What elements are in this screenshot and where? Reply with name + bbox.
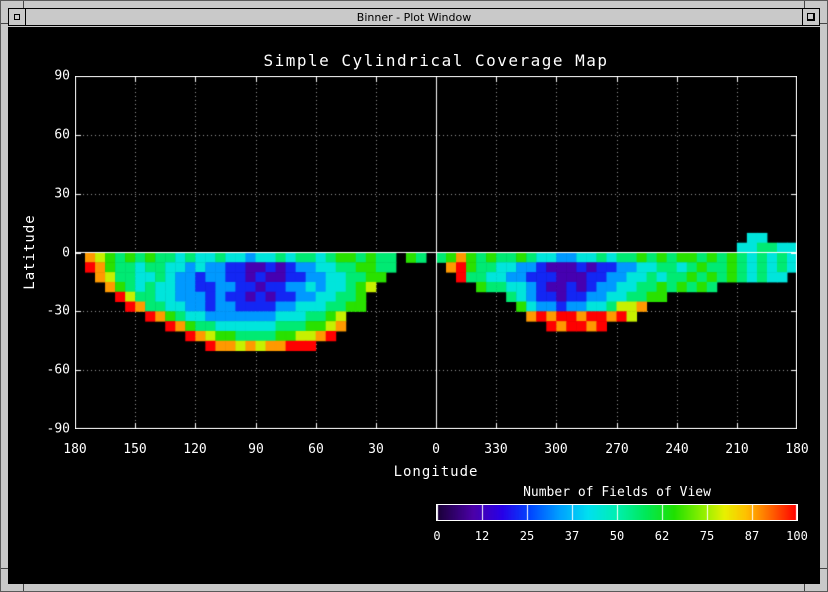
colorbar-tick-label: 62 (655, 529, 669, 543)
x-tick-label: 0 (432, 442, 440, 457)
window-title: Binner - Plot Window (25, 8, 803, 26)
window-titlebar[interactable]: Binner - Plot Window (8, 8, 820, 26)
x-tick-label: 120 (183, 442, 206, 457)
resize-handle[interactable] (23, 584, 24, 591)
window-resize-icon (807, 13, 815, 21)
x-tick-label: 330 (484, 442, 507, 457)
x-tick-label: 270 (605, 442, 628, 457)
x-tick-label: 30 (368, 442, 384, 457)
resize-handle[interactable] (23, 1, 24, 8)
colorbar-tick-label: 75 (700, 529, 714, 543)
y-tick-label: 0 (22, 245, 70, 260)
resize-handle[interactable] (804, 584, 805, 591)
y-tick-label: 90 (22, 69, 70, 84)
colorbar-tick-label: 12 (475, 529, 489, 543)
colorbar-canvas (436, 504, 798, 521)
y-tick-label: 60 (22, 127, 70, 142)
x-tick-label: 210 (725, 442, 748, 457)
window-menu-button[interactable] (8, 8, 26, 26)
colorbar-tick-label: 25 (520, 529, 534, 543)
y-tick-label: 30 (22, 186, 70, 201)
x-tick-label: 90 (248, 442, 264, 457)
resize-handle[interactable] (820, 568, 827, 569)
x-tick-label: 240 (665, 442, 688, 457)
y-tick-label: -60 (22, 363, 70, 378)
colorbar-tick-label: 0 (433, 529, 440, 543)
colorbar-tick-label: 50 (610, 529, 624, 543)
resize-handle[interactable] (1, 568, 8, 569)
x-axis-label: Longitude (75, 464, 797, 480)
plot-title: Simple Cylindrical Coverage Map (75, 51, 797, 70)
resize-handle[interactable] (820, 23, 827, 24)
x-tick-label: 180 (63, 442, 86, 457)
colorbar-tick-label: 100 (786, 529, 808, 543)
plot-screen: Simple Cylindrical Coverage Map Latitude… (8, 27, 820, 584)
x-tick-label: 300 (544, 442, 567, 457)
x-tick-label: 180 (785, 442, 808, 457)
x-tick-label: 150 (123, 442, 146, 457)
colorbar-tick-label: 87 (745, 529, 759, 543)
plot-window: Binner - Plot Window Simple Cylindrical … (0, 0, 828, 592)
y-tick-label: -90 (22, 422, 70, 437)
y-tick-label: -30 (22, 304, 70, 319)
x-tick-label: 60 (308, 442, 324, 457)
coverage-map-canvas (75, 76, 797, 429)
resize-handle[interactable] (1, 23, 8, 24)
colorbar-tick-label: 37 (565, 529, 579, 543)
window-resize-button[interactable] (802, 8, 820, 26)
window-menu-icon (14, 14, 20, 20)
resize-handle[interactable] (804, 1, 805, 8)
colorbar-title: Number of Fields of View (436, 485, 798, 500)
